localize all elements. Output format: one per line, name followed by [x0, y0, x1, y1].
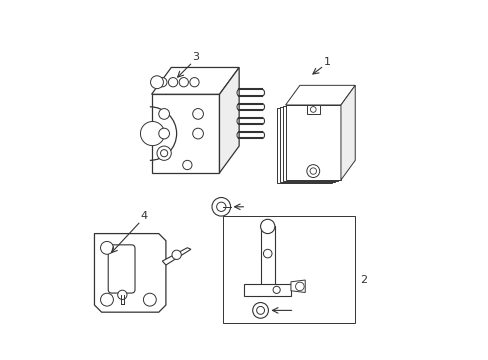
Polygon shape	[162, 248, 190, 265]
Circle shape	[263, 249, 271, 258]
Circle shape	[150, 76, 163, 89]
Polygon shape	[285, 85, 354, 105]
Circle shape	[189, 77, 199, 87]
Circle shape	[256, 306, 264, 314]
Circle shape	[101, 242, 113, 254]
Bar	[285, 105, 340, 180]
Circle shape	[306, 165, 319, 177]
Circle shape	[159, 109, 169, 119]
Circle shape	[309, 168, 316, 174]
Circle shape	[179, 77, 188, 87]
Bar	[279, 107, 335, 182]
Text: 2: 2	[360, 275, 367, 285]
Text: 3: 3	[192, 52, 199, 62]
Bar	[306, 105, 319, 114]
Circle shape	[157, 146, 171, 160]
Circle shape	[118, 290, 127, 300]
FancyBboxPatch shape	[108, 245, 135, 293]
Bar	[260, 226, 274, 294]
Circle shape	[140, 122, 164, 145]
Bar	[151, 94, 219, 173]
Circle shape	[192, 128, 203, 139]
Polygon shape	[219, 67, 239, 173]
Polygon shape	[151, 67, 239, 94]
Circle shape	[168, 77, 177, 87]
Polygon shape	[340, 85, 354, 180]
Polygon shape	[290, 280, 305, 293]
Circle shape	[252, 302, 268, 318]
Text: 4: 4	[140, 211, 147, 221]
Circle shape	[260, 219, 274, 234]
Bar	[282, 106, 337, 181]
Bar	[223, 216, 354, 323]
Polygon shape	[94, 234, 165, 312]
Bar	[244, 284, 290, 296]
Circle shape	[101, 293, 113, 306]
Circle shape	[157, 77, 166, 87]
Circle shape	[172, 250, 181, 260]
Circle shape	[310, 107, 315, 112]
Circle shape	[192, 109, 203, 119]
Circle shape	[212, 198, 230, 216]
Circle shape	[143, 293, 156, 306]
Circle shape	[183, 160, 192, 170]
Text: 1: 1	[324, 57, 330, 67]
Circle shape	[159, 128, 169, 139]
Circle shape	[272, 286, 280, 293]
Circle shape	[216, 202, 225, 211]
Circle shape	[160, 150, 167, 157]
Circle shape	[295, 282, 304, 291]
Bar	[276, 108, 332, 183]
